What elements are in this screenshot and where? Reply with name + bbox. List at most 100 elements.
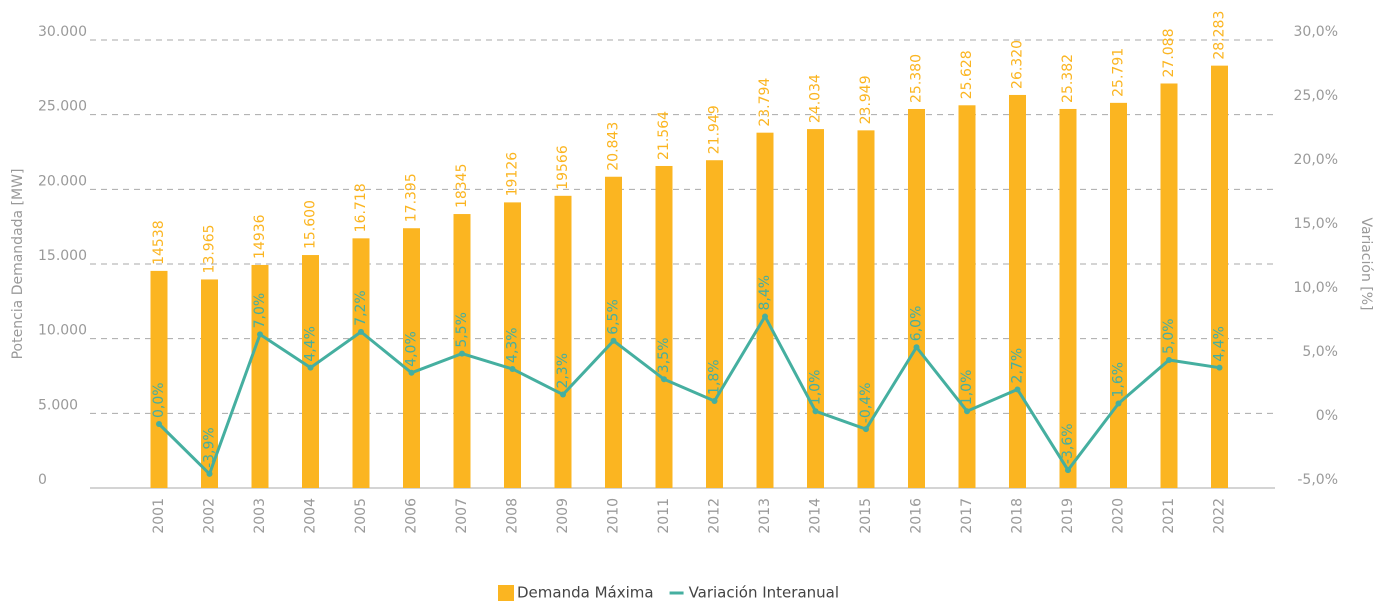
y-tick-label: 15.000	[38, 248, 87, 264]
line-point	[610, 337, 617, 344]
bar-value-label: 14936	[252, 214, 268, 259]
x-tick-label: 2019	[1060, 498, 1076, 534]
line-value-label: 5,5%	[454, 312, 470, 348]
line-point	[711, 397, 718, 404]
bar	[352, 238, 370, 488]
line-value-label: -3,9%	[202, 427, 218, 468]
line-value-label: 6,5%	[606, 299, 622, 335]
x-tick-label: 2001	[151, 498, 167, 534]
bar-value-label: 25.380	[909, 54, 925, 103]
line-point	[1115, 400, 1122, 407]
y-tick-label: 20.000	[38, 173, 87, 189]
line-value-label: 1,6%	[1111, 362, 1127, 398]
line-value-label: 0,0%	[151, 382, 167, 418]
line-value-label: 4,3%	[505, 327, 521, 363]
line-point	[1166, 357, 1172, 363]
x-tick-label: 2018	[1010, 498, 1026, 534]
bar	[605, 176, 622, 488]
line-value-label: 6,0%	[909, 306, 925, 342]
bar-value-label: 18345	[454, 164, 470, 209]
y2-tick-label: 15,0%	[1294, 216, 1338, 232]
bar-value-label: 21.949	[707, 105, 723, 154]
line-point	[408, 369, 415, 376]
x-tick-label: 2014	[808, 498, 824, 534]
bar	[150, 270, 168, 488]
bar-value-label: 13.965	[202, 224, 218, 273]
bar-value-label: 27.088	[1161, 28, 1177, 77]
bar-value-label: 23.949	[858, 75, 874, 124]
line-point	[206, 470, 213, 477]
bar	[807, 129, 824, 488]
x-tick-label: 2005	[353, 498, 369, 534]
y-tick-label: 30.000	[38, 24, 87, 40]
bar	[908, 108, 925, 488]
x-tick-label: 2011	[656, 498, 672, 534]
bar	[554, 195, 572, 489]
bar-value-label: 24.034	[808, 74, 824, 123]
y-tick-label: 5.000	[38, 397, 78, 413]
line-value-label: 8,4%	[757, 275, 773, 311]
bar-value-label: 25.382	[1060, 54, 1076, 103]
bar	[1211, 65, 1228, 488]
line-point	[762, 313, 768, 320]
line-value-label: 7,0%	[252, 293, 268, 329]
bar-value-label: 26.320	[1010, 40, 1026, 89]
line-value-label: 4,4%	[303, 326, 319, 362]
y2-tick-label: 20,0%	[1294, 152, 1338, 168]
x-tick-label: 2004	[303, 498, 319, 534]
line-point	[661, 376, 667, 383]
bar-value-label: 15.600	[303, 200, 319, 249]
x-tick-label: 2020	[1111, 498, 1127, 534]
x-tick-label: 2022	[1212, 498, 1228, 534]
bar	[1110, 102, 1127, 488]
bar	[756, 132, 774, 488]
bar	[655, 165, 673, 488]
x-tick-label: 2008	[505, 498, 521, 534]
legend-swatch	[498, 585, 514, 601]
line	[157, 313, 1220, 477]
bar	[1160, 83, 1178, 488]
line-value-label: 2,7%	[1010, 348, 1026, 384]
line-point	[459, 350, 465, 357]
line-point	[156, 421, 162, 427]
line-value-label: 2,3%	[555, 353, 571, 389]
bar	[857, 130, 875, 488]
bar-value-label: 19566	[555, 145, 571, 190]
x-tick-label: 2015	[858, 498, 874, 534]
line-value-label: 5,0%	[1161, 318, 1177, 354]
bar	[706, 160, 723, 488]
bar	[403, 228, 420, 488]
bar-value-label: 28.283	[1212, 11, 1228, 60]
y2-tick-label: 25,0%	[1294, 88, 1338, 104]
line-value-label: -3,6%	[1060, 423, 1076, 464]
line-value-label: -0,4%	[858, 382, 874, 423]
bar-value-label: 21.564	[656, 111, 672, 160]
line-value-label: 3,5%	[656, 338, 672, 374]
line-value-label: 7,2%	[353, 290, 369, 326]
bar-value-label: 25.628	[959, 50, 975, 99]
bar	[958, 105, 976, 488]
bar-value-label: 19126	[505, 152, 521, 197]
line-value-label: 4,4%	[1212, 326, 1228, 362]
line-value-label: 1,8%	[707, 359, 723, 395]
line-point	[358, 328, 364, 335]
y-tick-label: 10.000	[38, 323, 87, 339]
legend-label: Demanda Máxima	[517, 584, 654, 601]
y2-tick-label: -5,0%	[1297, 472, 1338, 488]
x-tick-label: 2002	[202, 498, 218, 534]
y2-tick-label: 5,0%	[1302, 344, 1338, 360]
y-tick-label: 25.000	[38, 99, 87, 115]
x-tick-label: 2016	[909, 498, 925, 534]
bar	[201, 279, 218, 488]
bar-value-label: 14538	[151, 220, 167, 265]
bar-value-label: 20.843	[606, 122, 622, 171]
x-tick-label: 2007	[454, 498, 470, 534]
line-point	[913, 344, 920, 351]
line-value-label: 1,0%	[959, 370, 975, 406]
line-value-label: 4,0%	[404, 331, 420, 367]
y-axis-title: Potencia Demandada [MW]	[10, 169, 26, 360]
x-tick-label: 2006	[404, 498, 420, 534]
y2-tick-label: 10,0%	[1294, 280, 1338, 296]
line-point	[257, 331, 263, 338]
bar-value-label: 17.395	[404, 173, 420, 222]
